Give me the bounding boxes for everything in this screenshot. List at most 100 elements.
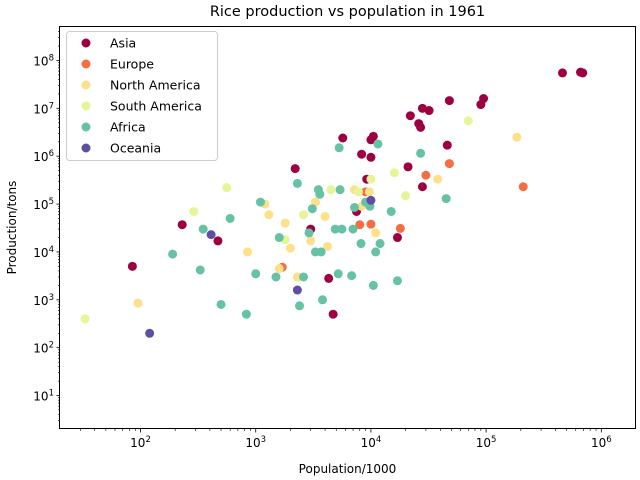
data-point <box>324 273 334 283</box>
data-point <box>274 233 284 243</box>
data-point <box>463 116 473 126</box>
data-point <box>330 224 340 234</box>
data-point <box>368 280 378 290</box>
y-tick-label: 106 <box>33 149 54 164</box>
data-point <box>421 170 431 180</box>
x-tick-label: 105 <box>476 435 497 450</box>
points-layer <box>80 67 588 338</box>
data-point <box>274 264 284 274</box>
data-point <box>168 249 178 259</box>
legend-marker <box>81 143 91 153</box>
data-point <box>306 236 316 246</box>
data-point <box>195 265 205 275</box>
chart-title: Rice production vs population in 1961 <box>210 4 485 20</box>
y-tick-label: 101 <box>33 389 54 404</box>
data-point <box>189 206 199 216</box>
series-africa <box>168 139 451 319</box>
legend-item: North America <box>81 78 201 93</box>
data-point <box>416 122 426 132</box>
data-point <box>366 195 376 205</box>
data-point <box>280 218 290 228</box>
data-point <box>356 239 366 249</box>
legend-marker <box>81 80 91 90</box>
x-axis-label: Population/1000 <box>299 462 397 476</box>
data-point <box>371 228 381 238</box>
data-point <box>578 68 588 78</box>
data-point <box>347 271 357 281</box>
data-point <box>333 269 343 279</box>
data-point <box>216 299 226 309</box>
legend-item: South America <box>81 99 202 114</box>
data-point <box>373 139 383 149</box>
data-point <box>335 185 345 195</box>
legend-marker <box>81 59 91 69</box>
legend-marker <box>81 101 91 111</box>
y-tick-label: 103 <box>33 293 54 308</box>
data-point <box>292 178 302 188</box>
data-point <box>320 211 330 221</box>
legend-label: Asia <box>110 36 136 51</box>
legend-item: Oceania <box>81 141 161 156</box>
y-tick-label: 104 <box>33 245 54 260</box>
data-point <box>225 213 235 223</box>
data-point <box>395 223 405 233</box>
data-point <box>405 111 415 121</box>
data-point <box>348 224 358 234</box>
series-south-america <box>80 116 473 324</box>
data-point <box>364 187 374 197</box>
data-point <box>318 295 328 305</box>
legend-marker <box>81 38 91 48</box>
y-tick-label: 102 <box>33 341 54 356</box>
data-point <box>243 247 253 257</box>
data-point <box>290 164 300 174</box>
data-point <box>222 183 232 193</box>
data-point <box>417 182 427 192</box>
y-tick-label: 107 <box>33 101 54 116</box>
data-point <box>392 276 402 286</box>
data-point <box>366 174 376 184</box>
legend-item: Africa <box>81 120 146 135</box>
data-point <box>366 152 376 162</box>
data-point <box>375 239 385 249</box>
data-point <box>251 269 261 279</box>
legend-label: Africa <box>110 120 146 135</box>
x-tick-label: 104 <box>361 435 382 450</box>
y-tick-label: 105 <box>33 197 54 212</box>
data-point <box>177 220 187 230</box>
data-point <box>518 182 528 192</box>
data-point <box>366 219 376 229</box>
data-point <box>401 191 411 201</box>
data-point <box>389 168 399 178</box>
y-axis-label: Production/tons <box>5 181 19 275</box>
data-point <box>479 94 489 104</box>
data-point <box>444 159 454 169</box>
data-point <box>304 228 314 238</box>
data-point <box>403 162 413 172</box>
data-point <box>416 148 426 158</box>
data-point <box>442 140 452 150</box>
data-point <box>295 301 305 311</box>
legend-box <box>66 31 218 161</box>
data-point <box>371 247 381 257</box>
x-tick-label: 102 <box>130 435 151 450</box>
legend-label: South America <box>110 99 202 114</box>
data-point <box>337 224 347 234</box>
plot-area-frame <box>59 26 636 429</box>
legend: Asia Europe North America South America Afri… <box>66 31 218 161</box>
series-north-america <box>133 132 522 308</box>
y-tick-label: 108 <box>33 53 54 68</box>
data-point <box>368 131 378 141</box>
data-point <box>424 106 434 116</box>
data-point <box>299 210 309 220</box>
legend-marker <box>81 122 91 132</box>
legend-item: Asia <box>81 36 136 51</box>
data-point <box>292 285 302 295</box>
data-point <box>264 210 274 220</box>
data-point <box>357 149 367 159</box>
data-point <box>316 247 326 257</box>
data-point <box>323 241 333 251</box>
x-axis: 102 103 104 105 106 <box>79 429 612 450</box>
data-point <box>198 224 208 234</box>
data-point <box>271 272 281 282</box>
